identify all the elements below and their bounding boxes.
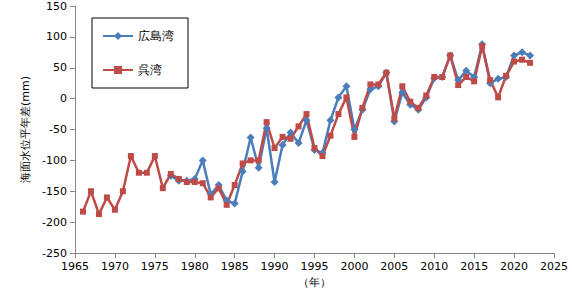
svg-text:100: 100 — [46, 30, 67, 43]
svg-text:1995: 1995 — [301, 260, 329, 273]
svg-text:-200: -200 — [42, 216, 67, 229]
svg-text:2020: 2020 — [500, 260, 528, 273]
svg-text:1965: 1965 — [61, 260, 89, 273]
svg-text:2005: 2005 — [380, 260, 408, 273]
svg-text:-250: -250 — [42, 247, 67, 260]
svg-text:2000: 2000 — [340, 260, 368, 273]
svg-text:（年）: （年） — [298, 276, 331, 289]
svg-text:50: 50 — [53, 61, 67, 74]
svg-text:1980: 1980 — [181, 260, 209, 273]
svg-text:海面水位平年差(mm): 海面水位平年差(mm) — [19, 76, 32, 183]
svg-text:呉湾: 呉湾 — [138, 63, 162, 77]
svg-text:-50: -50 — [49, 123, 67, 136]
svg-text:2015: 2015 — [460, 260, 488, 273]
svg-text:1975: 1975 — [141, 260, 169, 273]
svg-text:1990: 1990 — [261, 260, 289, 273]
svg-text:2010: 2010 — [420, 260, 448, 273]
svg-text:1985: 1985 — [221, 260, 249, 273]
svg-text:2025: 2025 — [540, 260, 568, 273]
svg-text:150: 150 — [46, 0, 67, 13]
svg-text:0: 0 — [60, 92, 67, 105]
svg-text:1970: 1970 — [101, 260, 129, 273]
svg-text:広島湾: 広島湾 — [138, 29, 174, 43]
svg-text:-100: -100 — [42, 154, 67, 167]
svg-text:-150: -150 — [42, 185, 67, 198]
